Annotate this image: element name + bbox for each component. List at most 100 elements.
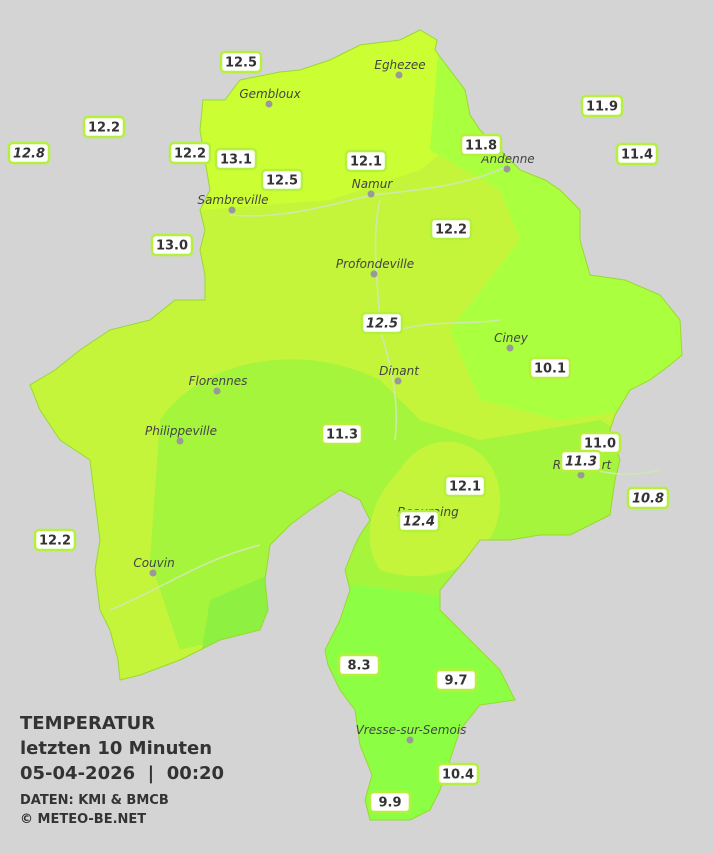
station: 12.8 — [7, 141, 51, 165]
city-dot — [506, 344, 514, 352]
station: 13.0 — [150, 233, 194, 257]
city-label: Philippeville — [145, 424, 217, 438]
city-dot — [577, 471, 585, 479]
station-value: 12.4 — [403, 515, 435, 530]
station: 10.8 — [626, 486, 670, 510]
station: 8.3 — [337, 653, 381, 677]
station-box — [320, 422, 364, 446]
station: 11.0 — [578, 431, 622, 455]
station: 11.3 — [559, 449, 603, 473]
station-value: 13.1 — [220, 153, 252, 168]
station: 12.1 — [344, 149, 388, 173]
city-dot — [370, 270, 378, 278]
station-value: 11.4 — [621, 148, 653, 163]
city-dot — [213, 387, 221, 395]
station: 11.8 — [459, 133, 503, 157]
station-value: 8.3 — [347, 659, 370, 674]
station: 12.2 — [429, 217, 473, 241]
station-box — [33, 528, 77, 552]
title: TEMPERATUR — [20, 713, 155, 734]
station-value: 12.5 — [225, 56, 257, 71]
datetime: 05-04-2026 | 00:20 — [20, 763, 224, 784]
station: 12.2 — [82, 115, 126, 139]
city-dot — [228, 206, 236, 214]
city-label: Profondeville — [336, 257, 414, 271]
period: letzten 10 Minuten — [20, 738, 212, 759]
station-box — [397, 509, 441, 533]
station: 12.1 — [443, 474, 487, 498]
station-value: 11.3 — [326, 428, 358, 443]
station-box — [368, 790, 412, 814]
station-value: 12.2 — [435, 223, 467, 238]
station-box — [7, 141, 51, 165]
city-label: Eghezee — [374, 58, 425, 72]
city-dot — [149, 569, 157, 577]
station: 12.5 — [219, 50, 263, 74]
station-box — [429, 217, 473, 241]
station-box — [214, 147, 258, 171]
city-label: Sambreville — [197, 193, 268, 207]
station-value: 11.3 — [565, 455, 597, 470]
station: 13.1 — [214, 147, 258, 171]
station-value: 9.7 — [444, 674, 467, 689]
city-dot — [394, 377, 402, 385]
copyright: © METEO-BE.NET — [20, 812, 146, 827]
station-box — [436, 762, 480, 786]
station: 12.2 — [168, 141, 212, 165]
station-box — [360, 311, 404, 335]
station-box — [626, 486, 670, 510]
city-label: Couvin — [133, 556, 174, 570]
station: 11.4 — [615, 142, 659, 166]
station-box — [443, 474, 487, 498]
station-box — [528, 356, 572, 380]
city-label: Gembloux — [239, 87, 301, 101]
city-dot — [406, 736, 414, 744]
station-value: 12.1 — [449, 480, 481, 495]
station-box — [219, 50, 263, 74]
station-box — [459, 133, 503, 157]
station-value: 9.9 — [378, 796, 401, 811]
station-box — [168, 141, 212, 165]
station-value: 12.1 — [350, 155, 382, 170]
station-value: 11.0 — [584, 437, 616, 452]
station: 10.4 — [436, 762, 480, 786]
station: 9.7 — [434, 668, 478, 692]
station: 12.4 — [397, 509, 441, 533]
station-value: 11.9 — [586, 100, 618, 115]
station: 9.9 — [368, 790, 412, 814]
city-label: Ciney — [494, 331, 529, 345]
station-value: 12.5 — [366, 317, 398, 332]
station: 11.9 — [580, 94, 624, 118]
station-value: 12.2 — [88, 121, 120, 136]
station: 12.5 — [260, 168, 304, 192]
city-dot — [503, 165, 511, 173]
station-box — [150, 233, 194, 257]
station-value: 12.8 — [13, 147, 45, 162]
station-box — [434, 668, 478, 692]
station: 11.3 — [320, 422, 364, 446]
city-label: Vresse-sur-Semois — [356, 723, 467, 737]
city-dot — [265, 100, 273, 108]
city-dot — [395, 71, 403, 79]
city-dot — [367, 190, 375, 198]
station-value: 10.8 — [632, 492, 664, 507]
station-value: 13.0 — [156, 239, 188, 254]
station: 10.1 — [528, 356, 572, 380]
station-box — [559, 449, 603, 473]
station-box — [580, 94, 624, 118]
station-value: 12.2 — [39, 534, 71, 549]
station-box — [260, 168, 304, 192]
station: 12.2 — [33, 528, 77, 552]
city-label: Namur — [352, 177, 394, 191]
city-dot — [176, 437, 184, 445]
station-value: 12.2 — [174, 147, 206, 162]
station-value: 12.5 — [266, 174, 298, 189]
stations: 12.5 12.2 12.8 12.2 13.1 12.5 12.1 11.8 11.9 11.4… — [7, 50, 670, 814]
station-box — [615, 142, 659, 166]
station-box — [337, 653, 381, 677]
station-box — [344, 149, 388, 173]
station-box — [82, 115, 126, 139]
city-label: Dinant — [379, 364, 420, 378]
